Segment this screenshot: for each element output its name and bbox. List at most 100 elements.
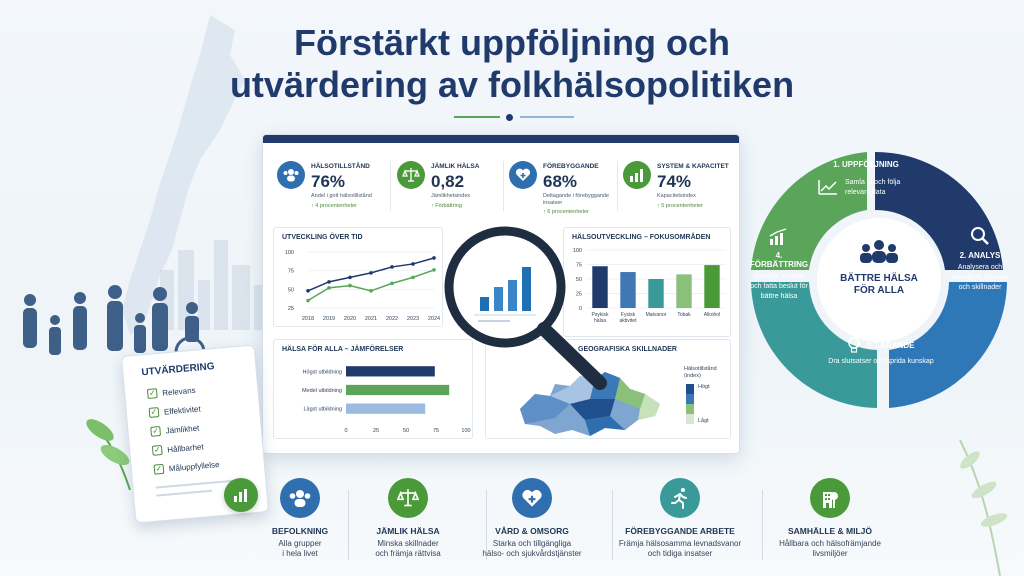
x-tick-label: 2024 <box>428 316 440 322</box>
kpi-sub: Andel i gott hälsotillstånd <box>311 193 372 199</box>
category-label: Tobak <box>677 312 691 318</box>
theme-title: SAMHÄLLE & MILJÖ <box>787 526 873 536</box>
kpi-change: ↑ 5 procentenheter <box>657 203 703 209</box>
checklist-item: ✓ Måluppfyllelse <box>153 459 220 475</box>
kpi-value: 0,82 <box>431 172 465 191</box>
y-tick-label: 50 <box>576 277 582 283</box>
focus-chart-panel: HÄLSOUTVECKLING – FOKUSOMRÅDEN 100 75 50 25… <box>563 227 731 337</box>
y-tick-label: 25 <box>576 292 582 298</box>
chart-badge-icon <box>224 478 258 512</box>
kpi-change: ↑ Förbättring <box>431 203 462 209</box>
geo-legend-title: Hälsotillstånd (index) <box>684 366 717 379</box>
kpi-system-capacity: SYSTEM & KAPACITET 74% Kapacitetsindex ↑… <box>623 157 735 219</box>
bar <box>346 384 450 396</box>
theme-desc: Främja hälsosamma levnadsvanor <box>618 539 742 548</box>
x-tick-label: 2022 <box>386 316 398 322</box>
theme-care: VÅRD & OMSORG Starka och tillgängliga hä… <box>462 478 602 559</box>
series-point <box>411 275 415 280</box>
checkbox-checked-icon: ✓ <box>151 444 163 456</box>
region-map <box>520 372 660 436</box>
checklist-item: ✓ Effektivitet <box>148 403 201 418</box>
bar <box>592 266 608 308</box>
kpi-label: FÖREBYGGANDE <box>543 163 599 170</box>
theme-prevention: FÖREBYGGANDE ARBETE Främja hälsosamma le… <box>600 478 760 559</box>
theme-desc: Alla grupper <box>278 539 322 548</box>
title-divider <box>454 114 574 121</box>
trend-chart: 100 75 50 25 2018 2019 2020 2021 2022 2023 2024 <box>285 250 440 322</box>
x-tick-label: 2021 <box>365 316 377 322</box>
series-point <box>432 268 436 272</box>
bar-chart-icon <box>623 161 651 189</box>
theme-desc: och främja rättvisa <box>375 549 441 558</box>
theme-title: JÄMLIK HÄLSA <box>376 526 440 536</box>
sweden-map-silhouette <box>122 15 245 335</box>
y-tick-label: 50 <box>288 287 294 293</box>
series-point <box>306 298 310 303</box>
runner-icon <box>660 478 700 518</box>
category-label: Matvanor <box>646 312 667 318</box>
geo-legend-low: Lågt <box>698 418 709 424</box>
people-icon <box>277 161 305 189</box>
theme-desc: i hela livet <box>282 549 318 558</box>
cycle-center-label: BÄTTRE HÄLSA FÖR ALLA <box>840 273 918 296</box>
checklist-item: ✓ Jämlikhet <box>150 423 200 437</box>
x-tick-label: 2020 <box>344 316 356 322</box>
series-point <box>369 271 373 275</box>
bar <box>676 274 692 308</box>
theme-desc: Starka och tillgängliga <box>492 539 572 548</box>
kpi-sub: Kapacitetsindex <box>657 193 696 199</box>
theme-title: FÖREBYGGANDE ARBETE <box>625 526 735 536</box>
series-point <box>348 275 352 280</box>
x-tick-label: 2019 <box>323 316 335 322</box>
checkbox-checked-icon: ✓ <box>148 407 160 418</box>
kpi-value: 74% <box>657 172 692 191</box>
series-point <box>390 281 394 286</box>
bar <box>620 272 636 308</box>
people-icon <box>280 478 320 518</box>
scales-icon <box>397 161 425 189</box>
series-point <box>306 289 310 293</box>
category-label: Alkohol <box>704 312 720 318</box>
people-group-icon <box>860 240 898 263</box>
cycle-step-analysis: 2. ANALYS Analysera och identifiera möns… <box>948 226 1012 293</box>
theme-society-environment: SAMHÄLLE & MILJÖ Hållbara och hälsofrämj… <box>760 478 900 559</box>
lightbulb-icon <box>848 337 861 353</box>
kpi-label: HÄLSOTILLSTÅND <box>311 163 370 170</box>
series-point <box>411 262 415 266</box>
series-point <box>432 256 436 260</box>
theme-equal-health: JÄMLIK HÄLSA Minska skillnader och främj… <box>338 478 478 559</box>
heart-plus-icon <box>512 478 552 518</box>
x-tick-label: 0 <box>344 428 347 434</box>
theme-desc: hälso- och sjukvårdstjänster <box>482 549 582 558</box>
checklist-item: ✓ Relevans <box>146 385 196 399</box>
theme-desc: och tidiga insatser <box>647 549 713 558</box>
improvement-cycle: 1. UPPFÖLJNING Samla in och följa releva… <box>744 150 1014 410</box>
equity-bar-chart: Högst utbildning Medel utbildning Lägst ut… <box>302 366 471 434</box>
series-point <box>369 289 373 293</box>
kpi-change: ↑ 4 procentenheter <box>311 203 357 209</box>
theme-desc: Hållbara och hälsofrämjande <box>779 539 881 548</box>
theme-population: BEFOLKNING Alla grupper i hela livet <box>230 478 370 559</box>
x-tick-label: 25 <box>373 428 379 434</box>
kpi-value: 68% <box>543 172 578 191</box>
geo-map-title: GEOGRAFISKA SKILLNADER <box>578 346 677 353</box>
category-label: Psykisk <box>592 312 609 318</box>
chart-up-icon <box>818 179 837 195</box>
trend-chart-title: UTVECKLING ÖVER TID <box>282 234 363 241</box>
magnifying-glass-icon <box>444 226 607 390</box>
focus-chart-title: HÄLSOUTVECKLING – FOKUSOMRÅDEN <box>572 234 711 241</box>
equity-chart-panel: HÄLSA FÖR ALLA – JÄMFÖRELSER Högst utbil… <box>273 339 473 439</box>
series-point <box>327 286 331 290</box>
heart-plus-icon <box>509 161 537 189</box>
category-label: hälsa <box>594 318 606 324</box>
leaf-plant-decoration <box>86 419 131 490</box>
category-label: Medel utbildning <box>302 388 342 394</box>
kpi-prevention: FÖREBYGGANDE 68% Deltagande i förebyggan… <box>509 157 621 219</box>
category-label: Lägst utbildning <box>303 407 342 413</box>
dashboard-panel: HÄLSOTILLSTÅND 76% Andel i gott hälsotil… <box>262 134 740 454</box>
people-silhouettes <box>23 285 206 368</box>
checkbox-checked-icon: ✓ <box>150 426 162 437</box>
bar <box>704 265 720 308</box>
series-point <box>348 283 352 288</box>
